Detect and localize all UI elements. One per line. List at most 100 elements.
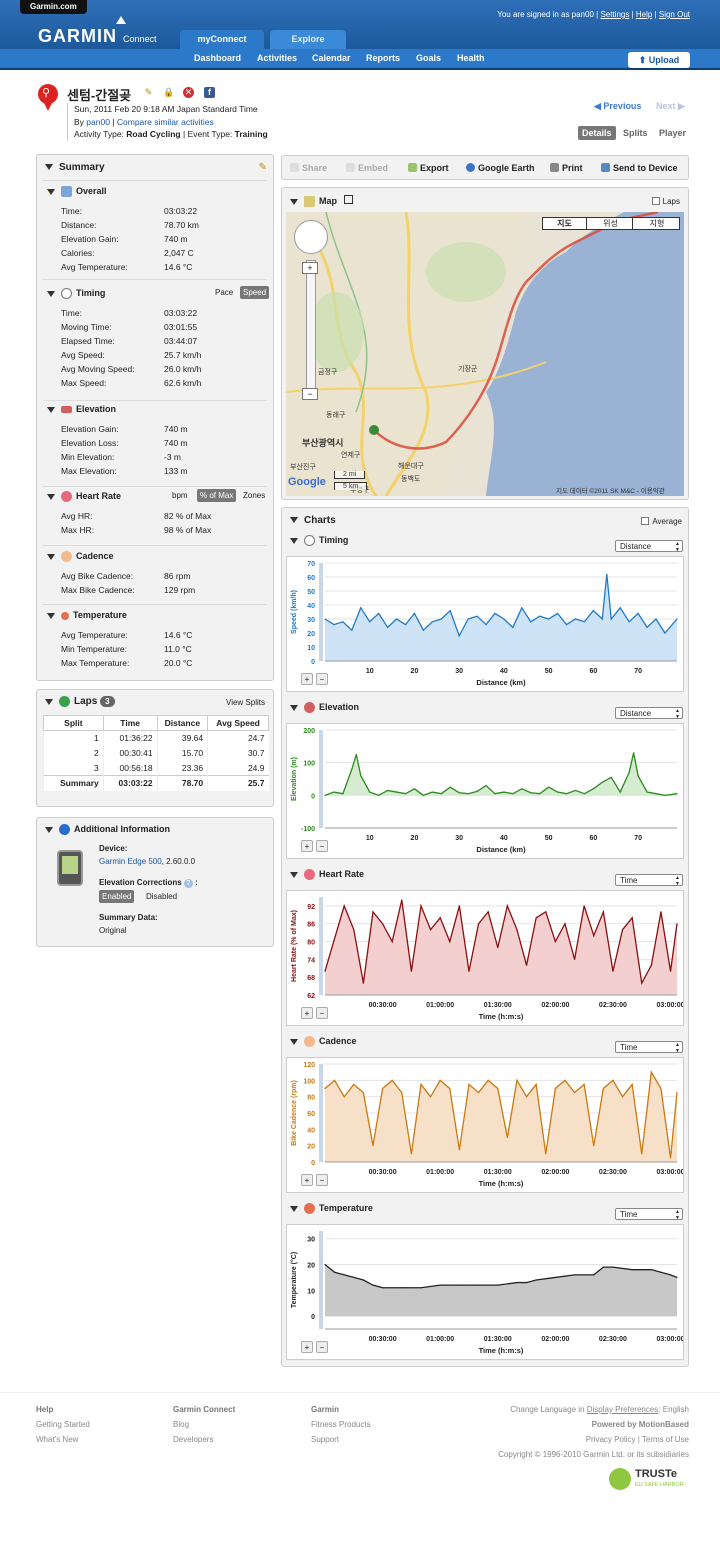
x-axis-label: Distance (km): [476, 845, 526, 854]
garmin-com-link[interactable]: Garmin.com: [20, 0, 87, 14]
zoom-out-icon[interactable]: −: [316, 1174, 328, 1186]
bpm-toggle[interactable]: bpm: [172, 491, 188, 500]
zoom-out-icon[interactable]: −: [316, 1341, 328, 1353]
heart-rate-header[interactable]: Heart Rate: [47, 491, 272, 503]
google-logo[interactable]: Google: [288, 476, 326, 488]
nav-goals[interactable]: Goals: [416, 53, 442, 63]
zoom-out-icon[interactable]: −: [316, 1007, 328, 1019]
summary-header[interactable]: Summary: [45, 162, 105, 173]
charts-header[interactable]: Charts: [290, 515, 336, 526]
map-copyright[interactable]: 지도 데이터 ©2011 SK M&C - 이용약관: [556, 488, 665, 495]
nav-dashboard[interactable]: Dashboard: [194, 53, 242, 63]
splits-view-button[interactable]: Splits: [623, 128, 648, 138]
print-button[interactable]: Print: [550, 163, 583, 173]
disabled-toggle[interactable]: Disabled: [146, 892, 178, 901]
speed-toggle[interactable]: Speed: [240, 286, 270, 299]
user-link[interactable]: pan00: [86, 116, 110, 127]
pace-toggle[interactable]: Pace: [215, 288, 234, 297]
zoom-in-icon[interactable]: +: [301, 1007, 313, 1019]
compare-link[interactable]: Compare similar activities: [116, 116, 214, 127]
view-splits-link[interactable]: View Splits: [226, 698, 265, 707]
delete-icon[interactable]: ✕: [183, 87, 194, 98]
chart-header-temperature[interactable]: Temperature: [290, 1203, 373, 1215]
help-link[interactable]: Help: [635, 10, 653, 19]
activity-title[interactable]: 센텀-간절곶: [67, 88, 132, 103]
google-earth-button[interactable]: Google Earth: [466, 163, 535, 173]
map-pan-control[interactable]: [294, 220, 328, 254]
facebook-icon[interactable]: f: [204, 87, 215, 98]
previous-link[interactable]: ◀ Previous: [594, 101, 642, 111]
elevation-header[interactable]: Elevation: [47, 404, 272, 414]
nav-calendar[interactable]: Calendar: [312, 53, 351, 63]
tab-myconnect[interactable]: myConnect: [180, 30, 264, 49]
laps-col-split[interactable]: Split: [43, 715, 104, 731]
laps-header[interactable]: Laps 3: [45, 696, 115, 708]
zoom-in-icon[interactable]: +: [301, 1174, 313, 1186]
tab-explore[interactable]: Explore: [270, 30, 346, 49]
footer-support-link[interactable]: Support: [311, 1435, 340, 1444]
chart-header-timing[interactable]: Timing: [290, 535, 348, 547]
chart-x-axis-select[interactable]: Distance: [615, 707, 683, 720]
details-view-button[interactable]: Details: [578, 126, 616, 140]
chart-x-axis-select[interactable]: Time: [615, 1208, 683, 1221]
enabled-toggle[interactable]: Enabled: [99, 890, 135, 903]
chart-header-heart-rate[interactable]: Heart Rate: [290, 869, 364, 881]
footer-blog-link[interactable]: Blog: [173, 1420, 190, 1429]
additional-info-header[interactable]: Additional Information: [45, 824, 170, 836]
timing-header[interactable]: Timing: [47, 288, 272, 300]
zoom-in-icon[interactable]: +: [301, 840, 313, 852]
footer-whats-new-link[interactable]: What's New: [36, 1435, 79, 1444]
help-icon[interactable]: ?: [183, 879, 193, 888]
footer-getting-started-link[interactable]: Getting Started: [36, 1420, 90, 1429]
edit-summary-icon[interactable]: ✎: [258, 162, 267, 173]
laps-col-distance[interactable]: Distance: [156, 715, 209, 731]
data-point: [573, 1274, 576, 1276]
laps-col-avg-speed[interactable]: Avg Speed: [207, 715, 269, 731]
privacy-lock-icon[interactable]: 🔒: [163, 87, 175, 97]
laps-col-time[interactable]: Time: [102, 715, 158, 731]
chart-x-axis-select[interactable]: Time: [615, 1041, 683, 1054]
display-prefs-link[interactable]: Display Preferences: [586, 1405, 659, 1414]
expand-map-icon[interactable]: [343, 195, 353, 204]
send-to-device-button[interactable]: Send to Device: [601, 163, 678, 173]
chart-x-axis-select[interactable]: Time: [615, 874, 683, 887]
map-zoom-slider[interactable]: [306, 260, 316, 400]
map-header[interactable]: Map: [290, 195, 353, 208]
zoom-in-icon[interactable]: +: [302, 262, 318, 274]
truste-badge[interactable]: TRUSTe EU SAFE HARBOR: [609, 1468, 689, 1492]
zoom-out-icon[interactable]: −: [302, 388, 318, 400]
edit-pencil-icon[interactable]: ✎: [144, 87, 153, 97]
map-laps-checkbox[interactable]: Laps: [651, 197, 680, 206]
footer-developers-link[interactable]: Developers: [173, 1435, 214, 1444]
zones-toggle[interactable]: Zones: [243, 491, 266, 500]
chart-header-elevation[interactable]: Elevation: [290, 702, 359, 714]
device-link[interactable]: Garmin Edge 500: [99, 857, 162, 866]
export-button[interactable]: Export: [408, 163, 449, 173]
upload-button[interactable]: ⬆ Upload: [628, 52, 690, 68]
garmin-connect-logo[interactable]: GARMIN Connect: [38, 16, 157, 47]
temperature-header[interactable]: Temperature: [47, 610, 272, 620]
nav-health[interactable]: Health: [457, 53, 485, 63]
average-checkbox[interactable]: Average: [641, 517, 682, 526]
zoom-in-icon[interactable]: +: [301, 673, 313, 685]
map-type-satellite[interactable]: 위성: [589, 218, 633, 229]
map-type-map[interactable]: 지도: [543, 218, 587, 229]
nav-activities[interactable]: Activities: [257, 53, 298, 63]
overall-header[interactable]: Overall: [47, 186, 272, 198]
sign-out-link[interactable]: Sign Out: [658, 10, 690, 19]
footer-privacy-link[interactable]: Privacy Policy | Terms of Use: [585, 1435, 689, 1444]
cadence-header[interactable]: Cadence: [47, 551, 272, 563]
map-type-terrain[interactable]: 지형: [649, 219, 665, 228]
footer-powered-by[interactable]: Powered by MotionBased: [591, 1420, 689, 1429]
chart-header-cadence[interactable]: Cadence: [290, 1036, 357, 1048]
zoom-in-icon[interactable]: +: [301, 1341, 313, 1353]
pct-max-toggle[interactable]: % of Max: [197, 489, 237, 502]
zoom-out-icon[interactable]: −: [316, 840, 328, 852]
route-map[interactable]: + − 지도 위성 지형 금정구 동래구 부산광역시 연제구 부산진구 해운대구…: [286, 212, 684, 496]
nav-reports[interactable]: Reports: [366, 53, 401, 63]
player-view-button[interactable]: Player: [659, 128, 687, 138]
zoom-out-icon[interactable]: −: [316, 673, 328, 685]
footer-fitness-link[interactable]: Fitness Products: [311, 1420, 371, 1429]
chart-x-axis-select[interactable]: Distance: [615, 540, 683, 553]
settings-link[interactable]: Settings: [600, 10, 630, 19]
